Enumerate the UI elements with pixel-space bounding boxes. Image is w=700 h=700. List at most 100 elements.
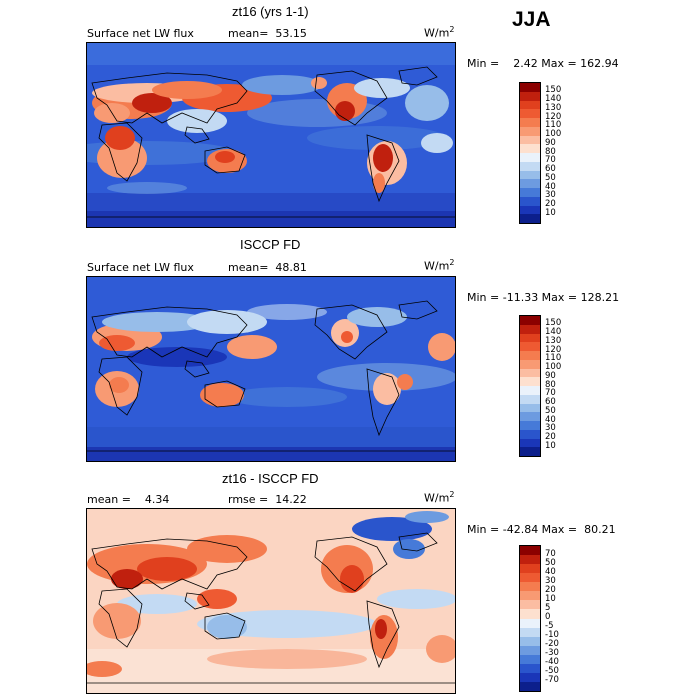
colorbar-cell <box>520 377 540 386</box>
colorbar-cell <box>520 109 540 118</box>
mean-value: mean= 53.15 <box>228 27 307 40</box>
colorbar-cell <box>520 368 540 378</box>
colorbar-level-label: 20 <box>545 584 556 595</box>
colorbar-level-label: 10 <box>545 207 556 218</box>
colorbar-cell <box>520 403 540 413</box>
global-map-2 <box>87 277 455 461</box>
colorbar-cell <box>520 672 540 682</box>
colorbar-level-label: 40 <box>545 181 556 192</box>
colorbar-cell <box>520 324 540 334</box>
colorbar-cell <box>520 591 540 601</box>
coastlines-3 <box>87 532 455 684</box>
colorbar-level-label: 110 <box>545 120 562 131</box>
colorbar-cell <box>520 636 540 646</box>
panel-title: zt16 (yrs 1-1) <box>232 4 309 19</box>
panel-title: ISCCP FD <box>240 237 301 252</box>
colorbar-1 <box>519 82 541 224</box>
colorbar-cell <box>520 546 540 556</box>
colorbar-cell <box>520 100 540 110</box>
field-label: Surface net LW flux <box>87 27 194 40</box>
colorbar-labels-3: 70 50 40 30 20 10 5 0 -5 -10 -20 -30 -40 -50 -70 <box>545 545 585 690</box>
mean-value: mean= 48.81 <box>228 261 307 274</box>
colorbar-level-label: 50 <box>545 405 556 416</box>
colorbar-level-label: 50 <box>545 557 556 568</box>
colorbar-level-label: 30 <box>545 575 556 586</box>
colorbar-labels-2: 150 140 130 120 110 100 90 80 70 60 50 40 30 20 10 <box>545 315 585 455</box>
colorbar-level-label: 130 <box>545 102 562 113</box>
colorbar-cell <box>520 600 540 610</box>
colorbar-cell <box>520 412 540 421</box>
units-label: W/m2 <box>424 258 455 273</box>
units-label: W/m2 <box>424 25 455 40</box>
colorbar-level-label: -40 <box>545 657 559 668</box>
colorbar-level-label: 0 <box>545 612 551 622</box>
colorbar-level-label: 80 <box>545 379 556 390</box>
colorbar-level-label: 5 <box>545 602 551 613</box>
colorbar-labels-1: 150 140 130 120 110 100 90 80 70 60 50 40 30 20 10 <box>545 82 585 222</box>
colorbar-cell <box>520 83 540 92</box>
global-map-3 <box>87 509 455 693</box>
colorbar-level-label: 70 <box>545 155 556 166</box>
map-panel-3 <box>86 508 456 694</box>
coastlines-2 <box>87 300 455 452</box>
coastlines-1 <box>87 66 455 218</box>
colorbar-cell <box>520 447 540 456</box>
colorbar-cell <box>520 386 540 395</box>
colorbar-level-label: 40 <box>545 566 556 577</box>
colorbar-cell <box>520 645 540 655</box>
colorbar-cell <box>520 126 540 136</box>
colorbar-level-label: -70 <box>545 675 559 686</box>
colorbar-level-label: 60 <box>545 164 556 174</box>
colorbar-cell <box>520 333 540 343</box>
colorbar-level-label: 10 <box>545 593 556 604</box>
colorbar-cell <box>520 316 540 325</box>
colorbar-level-label: 140 <box>545 327 562 337</box>
colorbar-level-label: -5 <box>545 621 554 632</box>
colorbar-3 <box>519 545 541 692</box>
season-label: JJA <box>512 8 551 31</box>
colorbar-cell <box>520 351 540 360</box>
colorbar-cell <box>520 359 540 369</box>
colorbar-cell <box>520 618 540 628</box>
colorbar-cell <box>520 429 540 439</box>
colorbar-level-label: 20 <box>545 199 556 209</box>
colorbar-level-label: 100 <box>545 129 562 139</box>
colorbar-level-label: 40 <box>545 414 556 425</box>
colorbar-level-label: 20 <box>545 432 556 442</box>
colorbar-level-label: -20 <box>545 639 559 650</box>
colorbar-level-label: 130 <box>545 335 562 346</box>
colorbar-level-label: -30 <box>545 648 559 659</box>
colorbar-cell <box>520 573 540 583</box>
colorbar-level-label: 60 <box>545 397 556 407</box>
colorbar-cell <box>520 421 540 430</box>
colorbar-cell <box>520 564 540 574</box>
map-panel-2 <box>86 276 456 462</box>
colorbar-cell <box>520 135 540 145</box>
colorbar-level-label: 100 <box>545 362 562 372</box>
colorbar-2 <box>519 315 541 457</box>
colorbar-level-label: 30 <box>545 423 556 434</box>
min-max-label: Min = -42.84 Max = 80.21 <box>467 523 616 536</box>
mean-value: mean = 4.34 <box>87 493 170 506</box>
colorbar-level-label: 150 <box>545 318 562 329</box>
colorbar-level-label: -10 <box>545 630 559 641</box>
colorbar-cell <box>520 555 540 565</box>
colorbar-cell <box>520 91 540 101</box>
colorbar-level-label: 70 <box>545 388 556 399</box>
colorbar-cell <box>520 196 540 206</box>
colorbar-level-label: 110 <box>545 353 562 364</box>
colorbar-cell <box>520 582 540 592</box>
colorbar-cell <box>520 205 540 215</box>
colorbar-level-label: 10 <box>545 440 556 451</box>
colorbar-level-label: 30 <box>545 190 556 201</box>
units-label: W/m2 <box>424 490 455 505</box>
colorbar-cell <box>520 663 540 673</box>
colorbar-cell <box>520 609 540 619</box>
colorbar-level-label: 120 <box>545 344 562 355</box>
global-map-1 <box>87 43 455 227</box>
colorbar-cell <box>520 214 540 223</box>
colorbar-cell <box>520 179 540 188</box>
colorbar-cell <box>520 342 540 351</box>
colorbar-level-label: 50 <box>545 172 556 183</box>
colorbar-level-label: 90 <box>545 137 556 148</box>
